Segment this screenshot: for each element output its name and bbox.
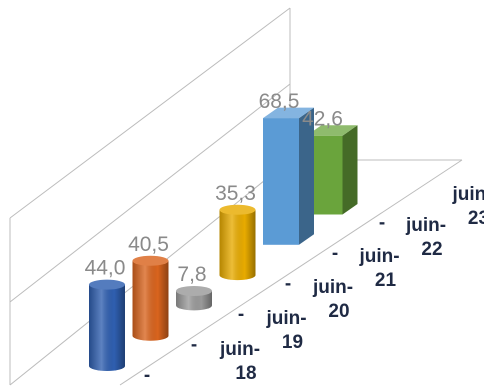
category-tick-juin-22: - bbox=[332, 243, 338, 264]
bar-juin-21 bbox=[219, 204, 256, 281]
value-label-juin-19: 40,5 bbox=[128, 233, 169, 256]
category-label-juin-20: juin-20 bbox=[312, 277, 353, 322]
category-tick-juin-18: - bbox=[144, 365, 150, 386]
value-label-juin-21: 35,3 bbox=[215, 182, 256, 205]
category-tick-juin-19: - bbox=[191, 335, 197, 356]
category-label-juin-18: juin-18 bbox=[219, 339, 260, 384]
category-tick-juin-23: - bbox=[379, 213, 385, 234]
value-label-juin-20: 7,8 bbox=[177, 263, 206, 286]
value-label-juin-23: 42,6 bbox=[302, 108, 343, 131]
bar-juin-22 bbox=[263, 107, 314, 245]
back-wall-top-edge bbox=[9, 7, 291, 219]
category-label-juin-21: juin-21 bbox=[358, 246, 399, 291]
category-tick-juin-20: - bbox=[238, 304, 244, 325]
wall-gridline bbox=[9, 83, 291, 303]
bars-group bbox=[89, 107, 358, 371]
chart-frame bbox=[9, 7, 463, 386]
category-label-juin-19: juin-19 bbox=[265, 308, 306, 353]
bar-juin-20 bbox=[176, 285, 212, 311]
category-labels: -juin-18-juin-19-juin-20-juin-21-juin-22… bbox=[144, 184, 484, 386]
category-tick-juin-21: - bbox=[285, 274, 291, 295]
category-label-juin-22: juin-22 bbox=[405, 215, 446, 260]
value-label-juin-22: 68,5 bbox=[259, 90, 300, 113]
bar-juin-23 bbox=[306, 125, 358, 215]
floor-front-edge bbox=[119, 159, 463, 386]
bar-juin-18 bbox=[89, 279, 125, 371]
value-labels: 42,668,5 35,3 7,8 40,544,0 bbox=[85, 90, 343, 286]
value-label-juin-18: 44,0 bbox=[85, 257, 126, 280]
category-label-juin-23: juin-23 bbox=[451, 184, 484, 229]
bar-juin-19 bbox=[132, 255, 169, 341]
